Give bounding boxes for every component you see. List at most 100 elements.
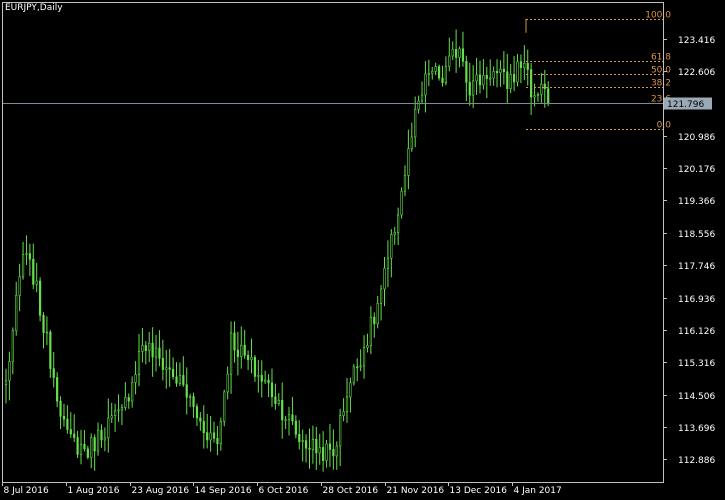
candle-body xyxy=(437,66,441,79)
candle-body xyxy=(540,83,543,95)
candle-body xyxy=(117,409,120,412)
candle-body xyxy=(264,379,267,382)
candle-body xyxy=(66,418,69,430)
candle-body xyxy=(434,66,437,72)
candle-body xyxy=(509,74,512,90)
candle-body xyxy=(328,443,332,450)
candle-body xyxy=(502,68,505,72)
candle-body xyxy=(161,357,164,370)
candle-body xyxy=(270,382,274,398)
y-tick-label: 118.556 xyxy=(678,230,715,240)
candle-body xyxy=(233,332,236,351)
candle-body xyxy=(458,48,461,58)
candle-body xyxy=(243,344,246,356)
axes xyxy=(2,2,664,483)
candle-body xyxy=(311,438,315,450)
candle-body xyxy=(417,100,420,110)
candle-body xyxy=(35,280,38,285)
candle-body xyxy=(38,280,42,316)
candle-body xyxy=(154,347,158,358)
candle-body xyxy=(530,69,533,98)
candle-body xyxy=(472,80,475,96)
candle-body xyxy=(32,258,35,285)
candle-body xyxy=(267,379,270,384)
candle-body xyxy=(359,365,362,368)
candle-body xyxy=(93,437,96,452)
candle-body xyxy=(482,75,485,86)
candle-body xyxy=(451,49,454,57)
candle-body xyxy=(175,376,178,384)
candle-body xyxy=(219,421,222,445)
fib-level-label: 61.8 xyxy=(651,53,671,63)
candle-body xyxy=(42,315,45,333)
candle-body xyxy=(209,432,212,441)
candle-body xyxy=(455,49,458,58)
candle-body xyxy=(62,415,66,420)
x-tick-label: 21 Nov 2016 xyxy=(387,486,445,496)
candle-body xyxy=(260,375,263,382)
candle-body xyxy=(431,70,434,74)
candle-body xyxy=(356,366,359,369)
candle-body xyxy=(349,382,352,398)
candle-body xyxy=(168,367,171,370)
candle-body xyxy=(202,420,205,433)
candle-body xyxy=(492,71,495,79)
y-tick-label: 119.366 xyxy=(678,197,715,207)
candle-body xyxy=(206,432,209,441)
y-tick-label: 113.696 xyxy=(678,424,715,434)
candle-body xyxy=(523,62,526,68)
candle-body xyxy=(414,109,417,138)
candle-body xyxy=(465,61,468,83)
chart-title: EURJPY,Daily xyxy=(5,3,63,13)
candle-body xyxy=(21,254,25,278)
candle-body xyxy=(284,419,287,421)
candle-body xyxy=(308,447,311,450)
price-axis-ticks: 123.416 122.606 120.986 120.176 119.366 118.5… xyxy=(663,36,715,466)
candle-body xyxy=(495,71,499,74)
candle-body xyxy=(52,368,55,378)
candle-body xyxy=(120,407,124,411)
fib-level-label: 100.0 xyxy=(645,11,671,21)
candlestick-series xyxy=(4,29,550,472)
x-tick-label: 6 Oct 2016 xyxy=(259,486,309,496)
x-tick-label: 8 Jul 2016 xyxy=(4,486,49,496)
candle-body xyxy=(461,48,465,62)
candle-body xyxy=(100,429,103,441)
candle-body xyxy=(240,344,243,357)
y-tick-label: 117.746 xyxy=(678,262,715,272)
candle-body xyxy=(478,74,482,86)
candle-body xyxy=(158,347,161,359)
candle-body xyxy=(182,375,185,385)
bid-line: 121.796 xyxy=(2,97,712,110)
x-tick-label: 13 Dec 2016 xyxy=(450,486,508,496)
candle-body xyxy=(304,440,308,449)
candle-body xyxy=(103,437,106,441)
candle-body xyxy=(274,396,277,404)
candle-body xyxy=(253,357,257,377)
candle-body xyxy=(277,399,280,404)
candle-body xyxy=(383,267,386,290)
candle-body xyxy=(4,380,8,386)
candle-body xyxy=(59,400,62,417)
candle-body xyxy=(192,396,195,407)
candle-body xyxy=(366,345,369,348)
candle-body xyxy=(28,253,31,260)
candle-body xyxy=(144,345,147,351)
candle-body xyxy=(543,83,546,89)
candle-body xyxy=(90,437,93,458)
candle-body xyxy=(69,429,72,435)
y-tick-label: 120.176 xyxy=(678,165,715,175)
y-tick-label: 112.886 xyxy=(678,456,715,466)
candle-body xyxy=(424,73,427,96)
bid-price-label: 121.796 xyxy=(667,100,704,110)
candle-body xyxy=(223,391,226,422)
candle-body xyxy=(536,94,540,96)
candle-body xyxy=(137,351,141,375)
candle-body xyxy=(362,347,366,367)
candle-body xyxy=(11,330,14,363)
candle-body xyxy=(107,417,110,439)
candle-body xyxy=(127,397,130,402)
candle-body xyxy=(73,433,76,438)
candle-body xyxy=(390,234,393,259)
